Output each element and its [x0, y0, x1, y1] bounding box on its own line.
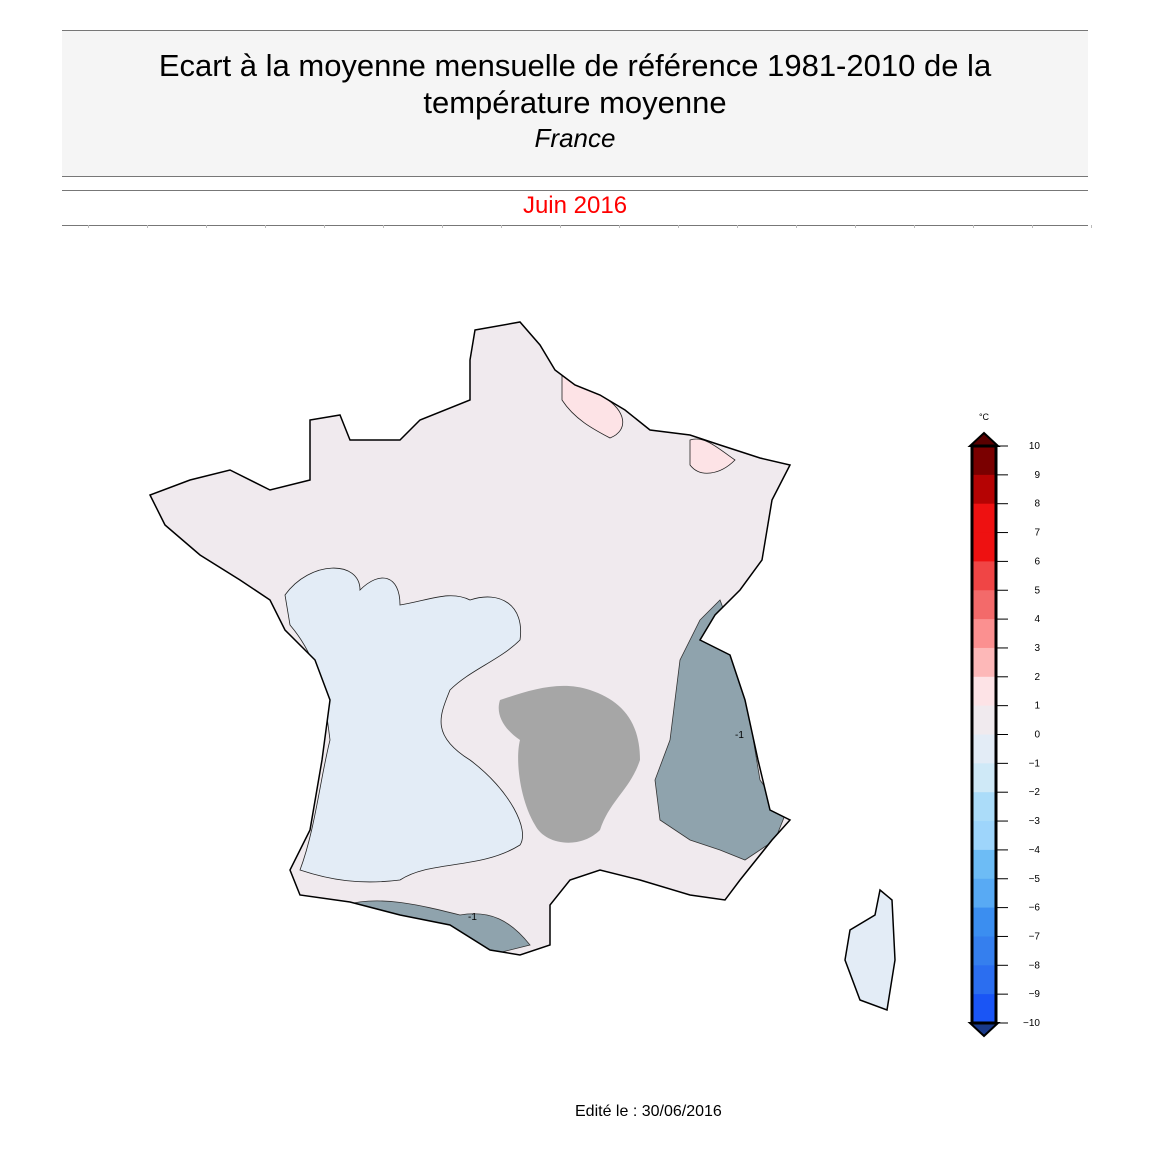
cold-anomaly-zone [284, 567, 523, 883]
colorbar-bin [972, 619, 996, 649]
mainland-france: -1 -1 [149, 321, 791, 956]
frame-tick [796, 225, 797, 228]
colorbar-bin [972, 590, 996, 620]
colorbar-tick-label: −9 [1029, 989, 1041, 1000]
colorbar-tick-label: 1 [1034, 701, 1040, 712]
frame-tick [442, 225, 443, 228]
colorbar-bin [972, 532, 996, 562]
colorbar-bin [972, 821, 996, 851]
colorbar-tick-label: −4 [1029, 845, 1041, 856]
colorbar-tick-label: −8 [1029, 960, 1041, 971]
frame-tick [265, 225, 266, 228]
colorbar-tick-label: −2 [1029, 787, 1041, 798]
frame-tick [88, 225, 89, 228]
frame-tick [324, 225, 325, 228]
frame-tick [678, 225, 679, 228]
colorbar-bin [972, 734, 996, 764]
colorbar-bin [972, 965, 996, 995]
colorbar-tick-label: 9 [1034, 470, 1040, 481]
frame-tick [737, 225, 738, 228]
colorbar-tick-label: 6 [1034, 556, 1040, 567]
period-panel: Juin 2016 [62, 190, 1088, 226]
colorbar-tick-label: 5 [1034, 585, 1040, 596]
colorbar-tick-label: −5 [1029, 874, 1041, 885]
frame-tick [914, 225, 915, 228]
colorbar-bin [972, 474, 996, 505]
colorbar-tick-label: −6 [1029, 903, 1041, 914]
colorbar-bin [972, 936, 996, 966]
contour-label: -1 [468, 912, 477, 923]
frame-tick [560, 225, 561, 228]
frame-tick [1091, 225, 1092, 228]
colorbar-bin [972, 792, 996, 822]
map-title: Ecart à la moyenne mensuelle de référenc… [158, 48, 992, 120]
colorbar-tick-label: 0 [1034, 730, 1040, 741]
colorbar-bin [972, 994, 996, 1024]
massif-central-relief [498, 685, 640, 843]
title-panel: Ecart à la moyenne mensuelle de référenc… [62, 30, 1088, 177]
colorbar-tick-label: −7 [1029, 931, 1041, 942]
frame-tick [619, 225, 620, 228]
frame-tick [383, 225, 384, 228]
frame-tick [855, 225, 856, 228]
corsica [844, 888, 896, 1012]
colorbar-tick-label: 4 [1034, 614, 1040, 625]
colorbar-under-arrow [967, 1022, 1001, 1038]
colorbar-bin [972, 676, 996, 707]
colorbar-tick-label: 7 [1034, 528, 1040, 539]
period-label: Juin 2016 [522, 192, 628, 219]
region-subtitle: France [534, 123, 616, 153]
colorbar-bin [972, 907, 996, 937]
colorbar-tick-label: −10 [1023, 1018, 1040, 1029]
warm-anomaly-zone [689, 438, 736, 474]
frame-tick [206, 225, 207, 228]
colorbar-bin [972, 446, 996, 476]
colorbar-tick-label: 10 [1029, 441, 1041, 452]
colorbar-over-arrow [967, 431, 1001, 447]
colorbar-bin [972, 647, 996, 678]
frame-tick [1032, 225, 1033, 228]
frame-tick [501, 225, 502, 228]
colorbar-bin [972, 503, 996, 534]
frame-tick [973, 225, 974, 228]
colorbar-tick-label: 2 [1034, 672, 1040, 683]
colorbar-unit: °C [979, 412, 990, 422]
edited-date: Edité le : 30/06/2016 [575, 1103, 722, 1120]
colorbar-tick-label: 3 [1034, 643, 1040, 654]
frame-tick [147, 225, 148, 228]
colorbar-bin [972, 763, 996, 793]
colorbar-bin [972, 849, 996, 880]
colorbar-bin [972, 705, 996, 735]
contour-label: -1 [735, 730, 744, 741]
colorbar-tick-label: −1 [1029, 758, 1041, 769]
colorbar-tick-label: −3 [1029, 816, 1041, 827]
colorbar-bin [972, 878, 996, 909]
colorbar-bin [972, 561, 996, 591]
frame-ticks [62, 225, 1092, 228]
colorbar-tick-label: 8 [1034, 499, 1040, 510]
